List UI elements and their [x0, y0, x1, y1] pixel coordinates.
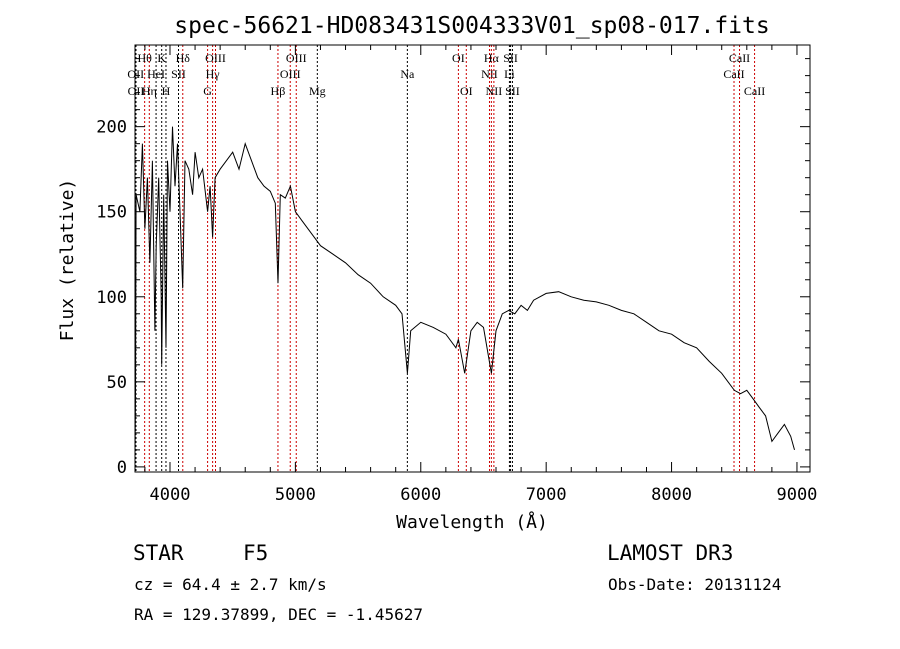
spectral-line-label: K — [157, 51, 166, 65]
spectral-line-label: G — [203, 84, 212, 98]
spectrum-line — [134, 126, 795, 459]
spectral-line-label: Hα — [484, 51, 500, 65]
y-tick-label: 50 — [107, 373, 127, 393]
spectral-line-label: OIII — [280, 67, 301, 81]
survey-label: LAMOST DR3 — [607, 541, 733, 565]
spectral-line-label: Hγ — [206, 67, 221, 81]
spectral-line-label: Mg — [309, 84, 326, 98]
spectral-line-label: Li — [504, 67, 515, 81]
x-tick-label: 6000 — [400, 485, 441, 505]
x-tick-label: 4000 — [150, 485, 191, 505]
spectral-line-label: SII — [171, 67, 186, 81]
spectral-line-label: Hη — [142, 84, 157, 98]
spectral-line-label: OIII — [286, 51, 307, 65]
spectral-line-label: NII — [481, 67, 498, 81]
spectral-line-label: SII — [505, 84, 520, 98]
coordinates: RA = 129.37899, DEC = -1.45627 — [134, 605, 423, 624]
spectral-line-label: Hθ — [137, 51, 152, 65]
spectral-line-label: OII — [128, 84, 145, 98]
spectral-line-label: OI — [452, 51, 465, 65]
spectral-line-label: OI — [460, 84, 473, 98]
spectral-line-label: SII — [503, 51, 518, 65]
spectral-line-label: NII — [486, 84, 503, 98]
x-axis-label: Wavelength (Å) — [396, 511, 548, 533]
plot-frame — [134, 44, 811, 473]
obs-date: Obs-Date: 20131124 — [608, 575, 781, 594]
x-tick-label: 5000 — [275, 485, 316, 505]
spectral-line-label: OIII — [205, 51, 226, 65]
x-tick-label: 7000 — [526, 485, 567, 505]
object-subclass: F5 — [243, 541, 268, 565]
redshift-text: cz = 64.4 ± 2.7 km/s — [134, 575, 327, 594]
spectral-line-label: CaII — [723, 67, 744, 81]
spectral-line-label: CaII — [729, 51, 750, 65]
spectral-line-label: Na — [400, 67, 415, 81]
spectral-line-label: CaII — [744, 84, 765, 98]
y-tick-label: 0 — [117, 458, 127, 478]
spectral-line-label: HeI — [147, 67, 165, 81]
y-axis-label: Flux (relative) — [57, 179, 78, 342]
y-tick-label: 100 — [96, 288, 127, 308]
spectral-line-label: Hβ — [271, 84, 286, 98]
object-class: STAR — [133, 541, 184, 565]
chart-title: spec-56621-HD083431S004333V01_sp08-017.f… — [174, 13, 769, 39]
x-tick-label: 8000 — [651, 485, 692, 505]
y-tick-label: 200 — [96, 118, 127, 138]
spectral-line-label: H — [162, 84, 171, 98]
spectral-line-label: Hδ — [176, 51, 191, 65]
x-tick-label: 9000 — [776, 485, 817, 505]
y-tick-label: 150 — [96, 203, 127, 223]
